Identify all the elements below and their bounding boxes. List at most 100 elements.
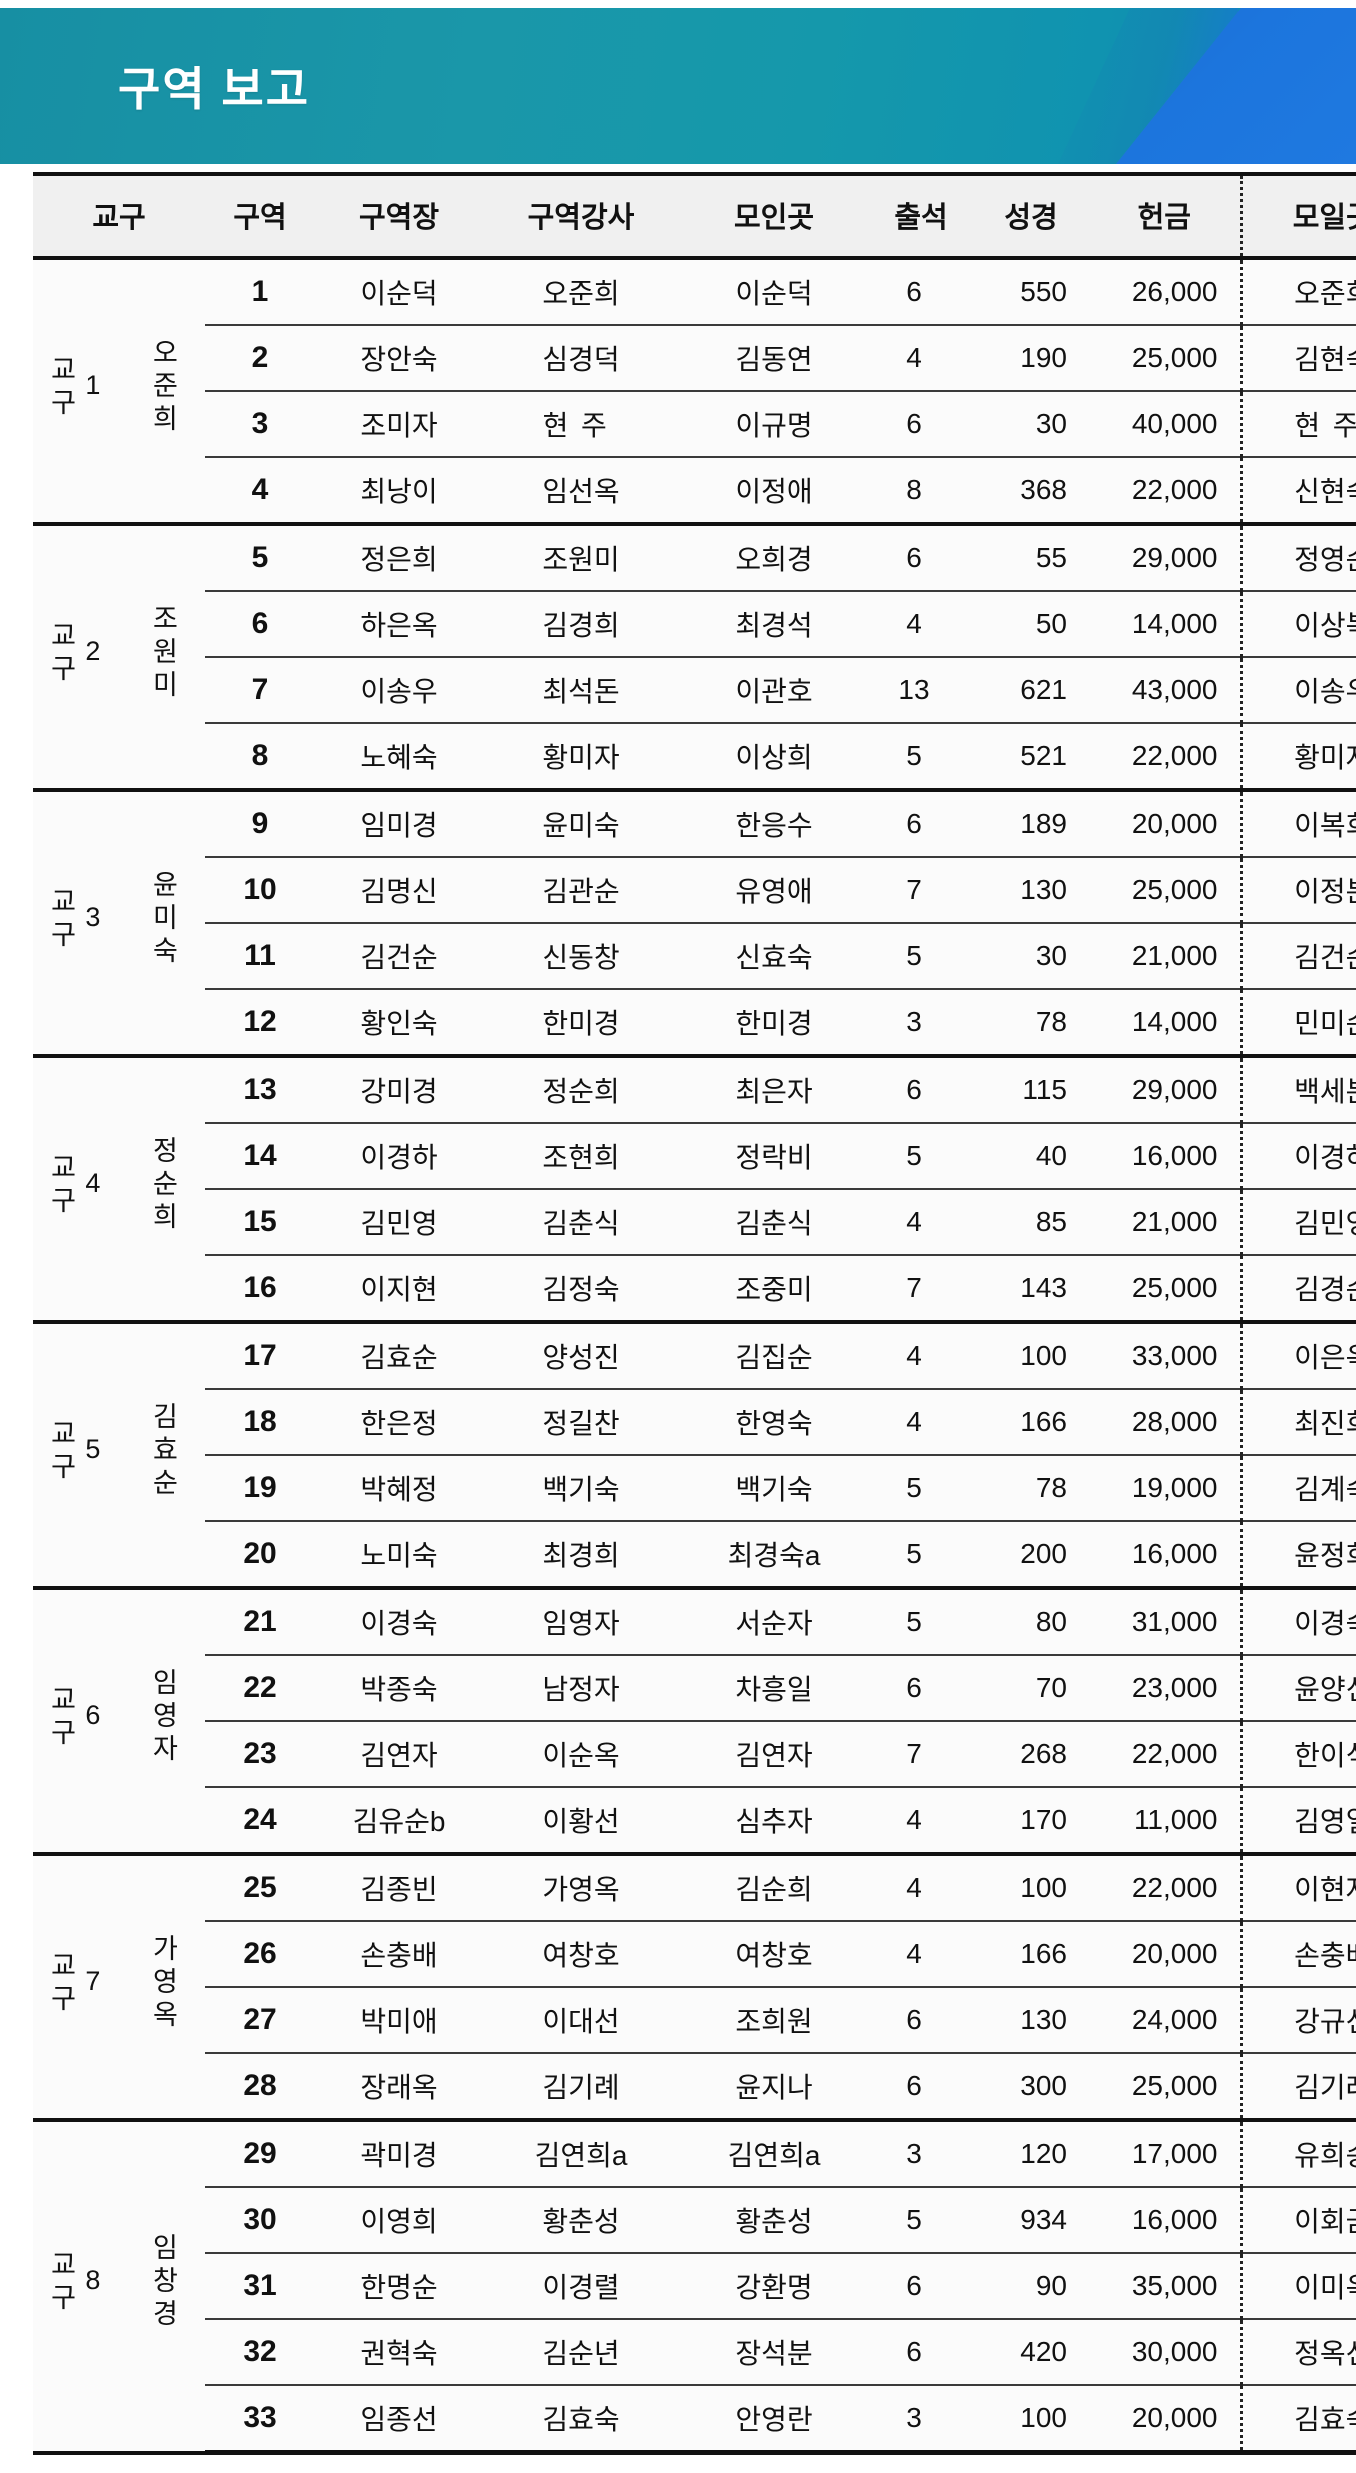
cell-gu-number: 16 (205, 1255, 315, 1324)
cell-gujang: 장래옥 (315, 2053, 483, 2122)
cell-offering: 30,000 (1089, 2319, 1241, 2386)
cell-bible: 50 (973, 591, 1089, 658)
gyogu-leader-name: 임창경 (147, 2233, 178, 2333)
cell-place: 조희원 (679, 1987, 869, 2054)
cell-teacher: 김순년 (483, 2319, 679, 2386)
cell-place: 신효숙 (679, 923, 869, 990)
cell-teacher: 김정숙 (483, 1255, 679, 1324)
cell-gu-number: 14 (205, 1123, 315, 1190)
gyogu-label: 4 교구 (46, 1152, 108, 1219)
cell-place: 조중미 (679, 1255, 869, 1324)
cell-bible: 78 (973, 989, 1089, 1058)
cell-place: 황춘성 (679, 2187, 869, 2254)
cell-teacher: 김춘식 (483, 1189, 679, 1256)
cell-gujang: 박미애 (315, 1987, 483, 2054)
cell-place: 최경석 (679, 591, 869, 658)
cell-gyogu-leader: 윤미숙 (119, 790, 205, 1058)
cell-gujang: 임종선 (315, 2385, 483, 2455)
cell-gyogu: 6 교구 (33, 1588, 119, 1856)
cell-next-place: 최진희 (1239, 1389, 1356, 1456)
cell-gyogu: 5 교구 (33, 1322, 119, 1590)
cell-gujang: 노혜숙 (315, 723, 483, 792)
cell-gujang: 김민영 (315, 1189, 483, 1256)
cell-offering: 33,000 (1089, 1322, 1241, 1390)
cell-teacher: 김연희a (483, 2120, 679, 2188)
cell-next-place: 정옥선 (1239, 2319, 1356, 2386)
cell-attendance: 4 (869, 591, 973, 658)
cell-attendance: 6 (869, 2053, 973, 2122)
cell-gu-number: 28 (205, 2053, 315, 2122)
cell-offering: 28,000 (1089, 1389, 1241, 1456)
cell-teacher: 이대선 (483, 1987, 679, 2054)
cell-bible: 55 (973, 524, 1089, 592)
header-place: 모인곳 (679, 172, 869, 260)
cell-next-place: 김계숙 (1239, 1455, 1356, 1522)
cell-gujang: 이경하 (315, 1123, 483, 1190)
cell-gu-number: 5 (205, 524, 315, 592)
cell-bible: 550 (973, 258, 1089, 326)
cell-gujang: 곽미경 (315, 2120, 483, 2188)
cell-gu-number: 21 (205, 1588, 315, 1656)
gyogu-label: 8 교구 (46, 2249, 108, 2316)
cell-gujang: 조미자 (315, 391, 483, 458)
cell-gu-number: 1 (205, 258, 315, 326)
cell-place: 이규명 (679, 391, 869, 458)
cell-attendance: 3 (869, 989, 973, 1058)
cell-teacher: 정순희 (483, 1056, 679, 1124)
cell-place: 백기숙 (679, 1455, 869, 1522)
gyogu-label: 3 교구 (46, 886, 108, 953)
cell-teacher: 김관순 (483, 857, 679, 924)
cell-bible: 170 (973, 1787, 1089, 1856)
cell-next-place: 민미순 (1239, 989, 1356, 1058)
cell-bible: 521 (973, 723, 1089, 792)
cell-bible: 934 (973, 2187, 1089, 2254)
header-attendance: 출석 (869, 172, 973, 260)
header-bible: 성경 (973, 172, 1089, 260)
cell-teacher: 임선옥 (483, 457, 679, 526)
cell-bible: 78 (973, 1455, 1089, 1522)
cell-gyogu: 3 교구 (33, 790, 119, 1058)
cell-offering: 25,000 (1089, 1255, 1241, 1324)
cell-teacher: 여창호 (483, 1921, 679, 1988)
cell-next-place: 이복희 (1239, 790, 1356, 858)
cell-offering: 22,000 (1089, 1721, 1241, 1788)
cell-bible: 100 (973, 1854, 1089, 1922)
cell-attendance: 6 (869, 1987, 973, 2054)
cell-offering: 16,000 (1089, 1521, 1241, 1590)
cell-gu-number: 7 (205, 657, 315, 724)
cell-next-place: 이경하 (1239, 1123, 1356, 1190)
gyogu-leader-name: 가영옥 (147, 1934, 178, 2033)
gyogu-leader-name: 정순희 (147, 1136, 178, 1235)
cell-offering: 25,000 (1089, 325, 1241, 392)
cell-teacher: 오준희 (483, 258, 679, 326)
cell-offering: 23,000 (1089, 1655, 1241, 1722)
cell-gujang: 장안숙 (315, 325, 483, 392)
cell-teacher: 최석돈 (483, 657, 679, 724)
cell-gu-number: 6 (205, 591, 315, 658)
cell-attendance: 6 (869, 1056, 973, 1124)
cell-bible: 130 (973, 1987, 1089, 2054)
cell-attendance: 5 (869, 723, 973, 792)
cell-attendance: 4 (869, 1322, 973, 1390)
cell-gujang: 김건순 (315, 923, 483, 990)
gyogu-leader-name: 윤미숙 (147, 870, 178, 969)
cell-offering: 19,000 (1089, 1455, 1241, 1522)
cell-gujang: 이경숙 (315, 1588, 483, 1656)
cell-teacher: 조현희 (483, 1123, 679, 1190)
cell-gujang: 정은희 (315, 524, 483, 592)
cell-next-place: 이경숙 (1239, 1588, 1356, 1656)
cell-next-place: 한이식 (1239, 1721, 1356, 1788)
cell-teacher: 임영자 (483, 1588, 679, 1656)
cell-teacher: 최경희 (483, 1521, 679, 1590)
cell-bible: 190 (973, 325, 1089, 392)
cell-gu-number: 24 (205, 1787, 315, 1856)
cell-teacher: 정길찬 (483, 1389, 679, 1456)
